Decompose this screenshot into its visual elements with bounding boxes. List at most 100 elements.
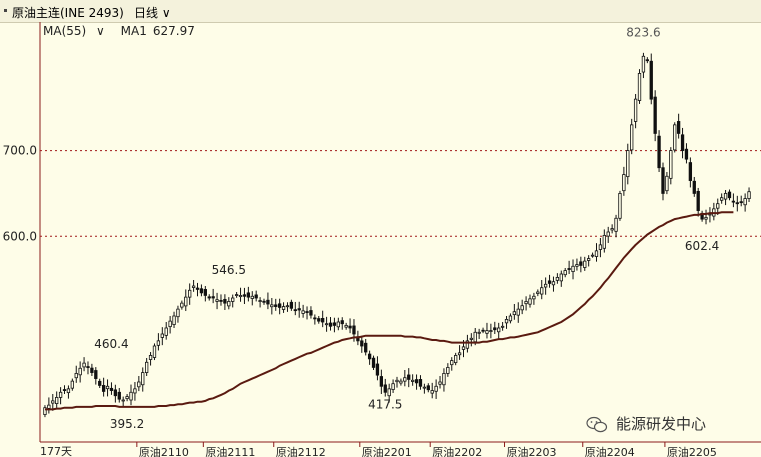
candle (94, 370, 98, 379)
candle (289, 301, 294, 309)
candle (649, 60, 653, 100)
candle (747, 191, 751, 199)
wechat-bubble-icon (586, 416, 608, 432)
ma-line (45, 211, 734, 411)
candle (473, 331, 477, 343)
indicator-name: MA(55) (43, 24, 87, 38)
candle (348, 325, 352, 329)
candle (418, 379, 423, 387)
candle (101, 385, 106, 392)
annotation-high-3: 823.6 (626, 26, 660, 40)
candle (407, 374, 411, 380)
annotation-high-2: 546.5 (212, 263, 246, 277)
candle (223, 298, 227, 304)
candle (51, 400, 55, 404)
chevron-down-icon: ∨ (96, 24, 105, 38)
indicator-selector[interactable]: MA(55) ∨ (43, 24, 111, 38)
annotation-high-1: 460.4 (94, 337, 128, 351)
candle (481, 329, 485, 332)
candle (58, 391, 63, 398)
candle (575, 264, 579, 267)
menu-square-icon[interactable] (4, 9, 7, 12)
candle (211, 296, 215, 299)
candle (246, 292, 251, 298)
candle (383, 384, 387, 393)
candle (598, 244, 603, 250)
candle (207, 296, 211, 299)
candle (485, 330, 489, 334)
x-tick-label: 原油2201 (362, 445, 412, 457)
candle (164, 327, 168, 336)
candle (547, 280, 552, 284)
candle (70, 380, 74, 389)
candle (727, 191, 732, 199)
candle (606, 231, 610, 237)
candle (692, 180, 696, 194)
candle (74, 373, 78, 379)
chart-toolbar: 原油主连(INE 2493) 日线 ∨ (0, 0, 761, 23)
candle (105, 385, 110, 390)
candle (512, 311, 517, 316)
candle (195, 287, 200, 290)
y-tick-label: 700.0 (3, 144, 37, 158)
candle (270, 304, 274, 308)
candle (532, 295, 536, 300)
candle (508, 315, 513, 322)
candle (234, 294, 239, 296)
candle (62, 389, 67, 391)
candle (743, 198, 747, 206)
candle (555, 277, 560, 281)
candle (587, 258, 591, 261)
candle (583, 260, 587, 268)
candle (317, 318, 321, 322)
candle (277, 303, 282, 308)
candle (645, 59, 649, 62)
candle (238, 295, 243, 298)
annotation-low-3: 602.4 (685, 239, 719, 253)
annotation-low-2: 417.5 (368, 398, 402, 412)
candle (364, 342, 368, 353)
candle (168, 320, 172, 328)
candle (614, 217, 618, 232)
watermark-text: 能源研发中心 (616, 415, 707, 433)
candle (188, 289, 192, 298)
candle (680, 134, 685, 151)
candle (540, 287, 544, 295)
candle (590, 254, 595, 257)
candle (203, 289, 207, 296)
period-selector[interactable]: 日线 ∨ (134, 4, 171, 21)
candle (637, 73, 642, 101)
candle (450, 360, 454, 366)
candle (156, 340, 161, 346)
candle (442, 373, 446, 386)
candle (422, 386, 427, 389)
candle (524, 301, 528, 305)
candle (602, 235, 606, 249)
candle (332, 322, 337, 326)
candle (633, 98, 638, 122)
candle (180, 302, 184, 308)
candle (516, 308, 520, 316)
candle (684, 148, 689, 160)
candle (489, 330, 493, 332)
annotation-low-1: 395.2 (110, 417, 144, 431)
candle (434, 385, 438, 392)
candle (504, 319, 509, 324)
candle (336, 321, 340, 328)
indicator-row: MA(55) ∨ MA1 627.97 (43, 24, 201, 38)
candle (626, 150, 630, 178)
candle (661, 167, 665, 194)
instrument-selector[interactable]: 原油主连(INE 2493) (12, 4, 124, 21)
candle (500, 325, 505, 328)
candle (669, 150, 673, 179)
candle (438, 381, 442, 385)
y-tick-label: 600.0 (3, 229, 37, 243)
candle (610, 228, 614, 231)
candle (250, 295, 254, 299)
candle (563, 270, 567, 276)
candle (403, 377, 407, 382)
candle (231, 297, 235, 302)
candle (117, 391, 121, 400)
candle (477, 331, 481, 334)
